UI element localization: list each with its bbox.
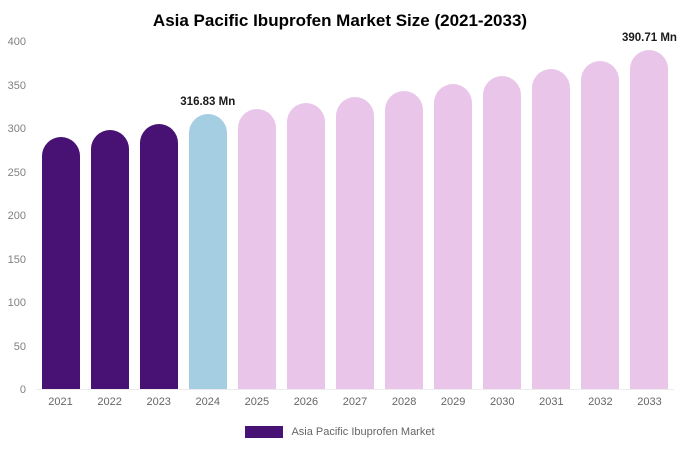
- bar-2023: [139, 123, 178, 389]
- data-label: 390.71 Mn: [621, 32, 677, 45]
- bar-2030: [483, 76, 522, 389]
- bar-cell: [232, 42, 281, 389]
- bar-2028: [385, 90, 424, 389]
- y-tick-label: 0: [19, 384, 26, 396]
- bars-container: 316.83 Mn 390.71 Mn: [36, 32, 677, 389]
- x-tick-label: 2021: [48, 396, 73, 408]
- x-tick-label: 2029: [440, 396, 466, 408]
- bar-cell: [478, 42, 527, 389]
- x-tick-label: 2031: [539, 396, 564, 408]
- x-tick-label: 2023: [146, 396, 171, 408]
- x-tick-label: 2022: [97, 396, 122, 408]
- data-label: 316.83 Mn: [180, 96, 236, 109]
- bar-cell: 316.83 Mn: [180, 42, 236, 389]
- y-tick-label: 250: [7, 166, 26, 179]
- x-tick-label: 2030: [490, 396, 515, 408]
- y-axis: 0 50 100 150 200 250 300 350 400: [0, 36, 30, 396]
- y-tick-label: 300: [7, 123, 26, 135]
- plot-area: 316.83 Mn 390.71 Mn: [36, 32, 677, 390]
- bar-2022: [90, 129, 129, 389]
- legend-item[interactable]: Asia Pacific Ibuprofen Market: [0, 426, 680, 438]
- x-tick-label: 2033: [637, 396, 662, 408]
- bar-2024: [188, 114, 227, 389]
- bar-2032: [581, 60, 620, 389]
- bar-cell: 390.71 Mn: [622, 32, 677, 389]
- x-tick-label: 2032: [588, 396, 613, 408]
- x-tick-label: 2025: [244, 396, 270, 408]
- bar-2033: [630, 50, 669, 389]
- x-axis: 2021 2022 2023 2024 2025 2026 2027 2028 2029 2030…: [36, 396, 674, 412]
- bar-2026: [286, 103, 325, 389]
- x-tick-label: 2028: [391, 396, 417, 408]
- legend-label: Asia Pacific Ibuprofen Market: [291, 426, 435, 438]
- bar-cell: [380, 42, 429, 389]
- bar-2025: [237, 109, 276, 389]
- y-tick-label: 400: [7, 36, 26, 48]
- bar-cell: [134, 42, 183, 389]
- bar-2031: [532, 68, 571, 389]
- legend-swatch: [245, 426, 284, 438]
- y-tick-label: 100: [7, 297, 26, 309]
- bar-cell: [36, 42, 85, 389]
- bar-2021: [41, 136, 80, 389]
- x-tick-label: 2026: [293, 396, 319, 408]
- bar-2029: [434, 83, 473, 389]
- y-tick-label: 150: [7, 253, 26, 266]
- y-tick-label: 200: [7, 210, 26, 222]
- bar-cell: [527, 42, 576, 389]
- y-tick-label: 50: [13, 340, 26, 353]
- x-tick-label: 2024: [195, 396, 221, 408]
- bar-cell: [429, 42, 478, 389]
- y-tick-label: 350: [7, 79, 26, 92]
- chart-title: Asia Pacific Ibuprofen Market Size (2021…: [152, 11, 528, 30]
- bar-cell: [576, 42, 625, 389]
- x-tick-label: 2027: [342, 396, 368, 408]
- bar-2027: [336, 97, 374, 389]
- bar-cell: [281, 42, 330, 389]
- bar-cell: [85, 42, 134, 389]
- bar-cell: [330, 42, 379, 389]
